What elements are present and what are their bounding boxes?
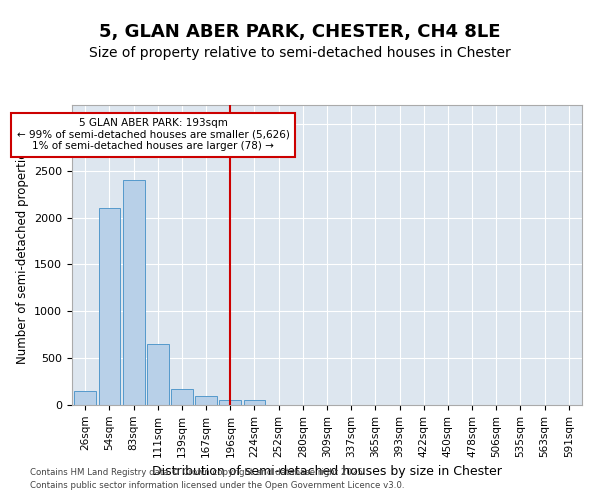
Text: Contains HM Land Registry data © Crown copyright and database right 2025.: Contains HM Land Registry data © Crown c…: [30, 468, 365, 477]
Text: Size of property relative to semi-detached houses in Chester: Size of property relative to semi-detach…: [89, 46, 511, 60]
Text: 5, GLAN ABER PARK, CHESTER, CH4 8LE: 5, GLAN ABER PARK, CHESTER, CH4 8LE: [99, 24, 501, 42]
Bar: [171, 388, 193, 405]
Bar: [98, 208, 121, 405]
Bar: [244, 400, 265, 405]
Text: Contains public sector information licensed under the Open Government Licence v3: Contains public sector information licen…: [30, 480, 404, 490]
X-axis label: Distribution of semi-detached houses by size in Chester: Distribution of semi-detached houses by …: [152, 465, 502, 478]
Bar: [147, 344, 169, 405]
Bar: [123, 180, 145, 405]
Text: 5 GLAN ABER PARK: 193sqm
← 99% of semi-detached houses are smaller (5,626)
1% of: 5 GLAN ABER PARK: 193sqm ← 99% of semi-d…: [17, 118, 289, 152]
Y-axis label: Number of semi-detached properties: Number of semi-detached properties: [16, 146, 29, 364]
Bar: [74, 391, 96, 405]
Bar: [220, 400, 241, 405]
Bar: [195, 396, 217, 405]
